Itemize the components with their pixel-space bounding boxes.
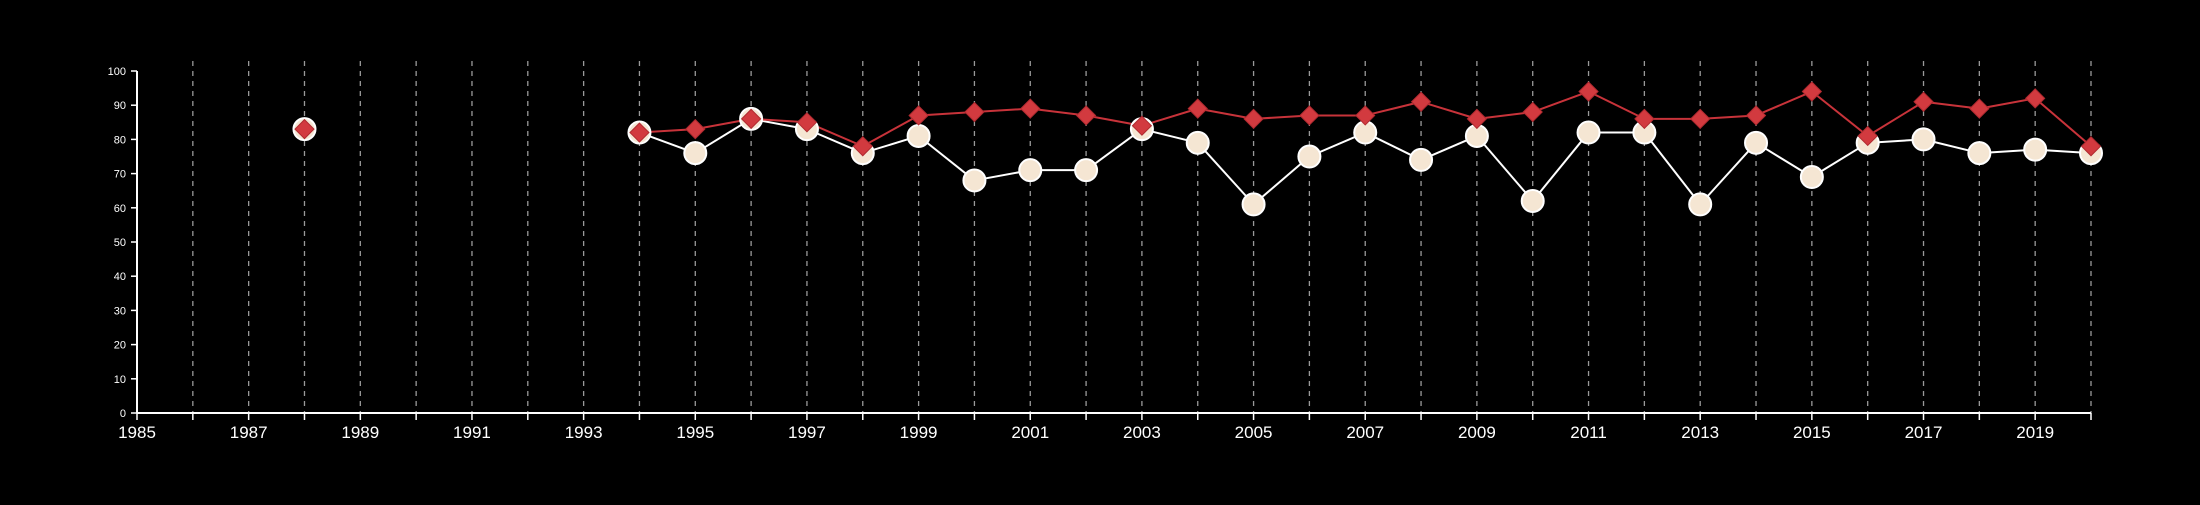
diamond-series-point (1634, 108, 1655, 130)
y-tick-label: 80 (114, 134, 126, 146)
circle-series-point (1744, 130, 1769, 155)
diamond-series-point (1857, 125, 1878, 147)
x-tick-label: 1997 (788, 423, 826, 442)
diamond-series-point (1075, 105, 1097, 126)
circle-series-point (1074, 158, 1099, 183)
x-tick-label: 1995 (676, 423, 714, 442)
axes-layer: 0 10 20 30 40 50 60 70 80 90 100 1985 1987 1989 1991 19… (108, 66, 2092, 442)
x-tick-label: 2003 (1123, 423, 1161, 442)
circle-series-segment (1531, 131, 1590, 202)
y-tick-label: 30 (114, 305, 126, 317)
diamond-series-point (964, 101, 985, 123)
y-tick-label: 100 (108, 66, 126, 78)
diamond-series-segment (862, 114, 920, 148)
circle-series-point (1688, 192, 1713, 217)
x-tick-label: 2015 (1793, 423, 1831, 442)
diamond-series-segment (1364, 100, 1422, 117)
circle-series-point (962, 168, 987, 193)
circle-series-segment (1197, 142, 1255, 206)
diamond-series-point (2024, 88, 2046, 109)
diamond-series-point (1466, 108, 1488, 130)
x-tick-label: 1991 (453, 423, 491, 442)
y-tick-label: 10 (114, 374, 126, 386)
circle-series-point (1967, 141, 1992, 166)
diamond-series-point (1410, 91, 1432, 112)
diamond-series-segment (1197, 107, 1254, 120)
diamond-series-point (796, 112, 818, 133)
x-tick-label: 2007 (1346, 423, 1384, 442)
x-tick-label: 2019 (2016, 423, 2054, 442)
diamond-series-segment (1811, 90, 1869, 137)
diamond-series-point (1299, 105, 1320, 126)
circle-series-point (1520, 188, 1545, 213)
x-tick-label: 2001 (1011, 423, 1049, 442)
x-tick-label: 2005 (1235, 423, 1273, 442)
y-tick-label: 60 (114, 203, 126, 215)
diamond-series-segment (1420, 100, 1478, 120)
circle-series-point (1297, 144, 1322, 169)
y-tick-label: 40 (114, 271, 126, 283)
y-tick-label: 70 (114, 169, 126, 181)
circle-series-segment (1476, 135, 1534, 202)
diamond-series-point (1913, 91, 1934, 112)
circle-series-point (1576, 120, 1601, 145)
circle-series-segment (1699, 142, 1757, 206)
circle-series-point (906, 123, 931, 148)
diamond-series-point (740, 108, 762, 130)
circle-series-point (1018, 158, 1043, 183)
circle-series-point (683, 141, 708, 166)
x-tick-label: 2013 (1681, 423, 1719, 442)
diamond-series-segment (1030, 107, 1087, 117)
diamond-series-point (629, 122, 650, 143)
diamond-series-segment (1979, 97, 2036, 110)
circle-series-point (1241, 192, 1266, 217)
circle-series-point (1409, 147, 1434, 172)
diamond-series-point (1187, 98, 1208, 119)
diamond-series-segment (1588, 90, 1645, 120)
y-tick-label: 50 (114, 237, 126, 249)
x-tick-label: 1999 (900, 423, 938, 442)
x-tick-label: 2009 (1458, 423, 1496, 442)
y-tick-label: 20 (114, 340, 126, 352)
series-layer (292, 81, 2103, 217)
x-tick-label: 1987 (230, 423, 268, 442)
x-tick-label: 2017 (1905, 423, 1943, 442)
diamond-series-point (1689, 108, 1711, 130)
diamond-series-point (1522, 101, 1543, 123)
diamond-series-point (908, 105, 929, 126)
diamond-series-point (1578, 81, 1599, 102)
diamond-series-segment (1755, 90, 1813, 117)
diamond-series-point (1355, 105, 1376, 126)
circle-series-point (1911, 127, 1936, 152)
diamond-series-point (1801, 81, 1823, 102)
diamond-series-point (1131, 115, 1153, 136)
circle-series-point (1185, 130, 1210, 155)
diamond-series-point (1020, 98, 1041, 119)
diamond-series-segment (1476, 111, 1533, 120)
x-tick-label: 2011 (1570, 423, 1607, 442)
diamond-series-segment (1867, 100, 1925, 137)
diamond-series-segment (2034, 97, 2092, 147)
x-tick-label: 1989 (341, 423, 379, 442)
diamond-series-point (685, 118, 706, 140)
x-tick-label: 1993 (565, 423, 603, 442)
diamond-series-segment (1532, 90, 1589, 113)
y-tick-label: 0 (120, 408, 126, 420)
grid-layer (192, 61, 2092, 413)
diamond-series-point (1745, 105, 1767, 126)
circle-series-segment (1643, 131, 1701, 205)
diamond-series-point (1243, 108, 1264, 130)
x-tick-label: 1985 (118, 423, 156, 442)
y-tick-label: 90 (114, 100, 126, 112)
circle-series-point (2023, 137, 2048, 162)
circle-series-point (1799, 165, 1824, 190)
diamond-series-point (852, 136, 873, 157)
diamond-series-point (294, 118, 315, 140)
diamond-series-segment (1923, 100, 1980, 110)
diamond-series-point (1969, 98, 1990, 119)
diamond-series-point (2080, 136, 2102, 157)
circle-series-segment (1252, 155, 1311, 206)
